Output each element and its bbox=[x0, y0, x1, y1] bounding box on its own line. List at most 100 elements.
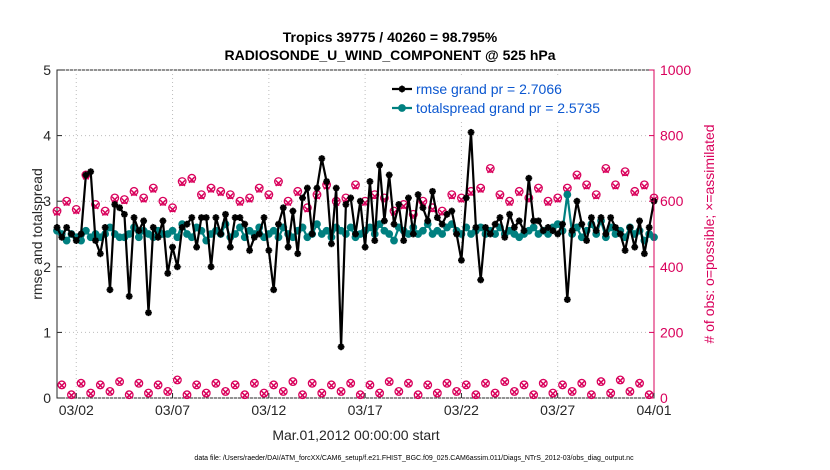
cross-stroke bbox=[299, 392, 306, 399]
asterisk-stroke bbox=[617, 230, 624, 238]
data-point bbox=[173, 263, 181, 271]
asterisk-stroke bbox=[492, 221, 499, 228]
cross-stroke bbox=[53, 209, 61, 217]
data-point bbox=[260, 390, 268, 398]
data-point bbox=[390, 236, 398, 245]
open-circle-mark bbox=[57, 380, 67, 390]
cross-stroke bbox=[154, 382, 162, 389]
data-point bbox=[438, 220, 446, 228]
cross-stroke bbox=[198, 192, 205, 200]
data-point bbox=[385, 171, 393, 179]
asterisk-stroke bbox=[381, 217, 388, 224]
data-point bbox=[222, 210, 229, 218]
asterisk-stroke bbox=[477, 276, 484, 284]
data-point bbox=[631, 243, 639, 251]
asterisk-stroke bbox=[150, 224, 157, 231]
data-point bbox=[366, 178, 374, 185]
open-circle-mark bbox=[240, 390, 250, 400]
data-point bbox=[53, 209, 61, 217]
data-point bbox=[145, 390, 152, 398]
cross-stroke bbox=[101, 209, 109, 217]
data-point bbox=[544, 199, 552, 207]
circle-mark bbox=[313, 220, 321, 229]
data-point bbox=[572, 170, 582, 180]
cross-stroke bbox=[289, 378, 297, 386]
cross-stroke bbox=[443, 380, 451, 388]
circle-mark bbox=[81, 226, 90, 235]
cross-stroke bbox=[318, 390, 326, 398]
open-circle-mark bbox=[639, 180, 649, 190]
open-circle-mark bbox=[95, 380, 105, 390]
cross-stroke bbox=[520, 382, 528, 389]
data-point bbox=[163, 386, 173, 396]
cross-stroke bbox=[275, 179, 282, 187]
open-circle-mark bbox=[307, 378, 317, 388]
open-circle-mark bbox=[302, 203, 312, 213]
open-circle-mark bbox=[490, 388, 500, 398]
data-point bbox=[270, 286, 278, 294]
data-point bbox=[573, 173, 581, 180]
asterisk-stroke bbox=[501, 234, 508, 241]
data-point bbox=[332, 184, 340, 192]
data-point bbox=[149, 224, 157, 231]
data-point bbox=[53, 224, 61, 231]
data-point bbox=[206, 183, 216, 193]
open-circle-mark bbox=[644, 390, 654, 400]
data-point bbox=[631, 189, 639, 197]
open-circle-mark bbox=[182, 390, 192, 400]
open-circle-mark bbox=[278, 386, 288, 396]
asterisk-stroke bbox=[530, 217, 537, 224]
asterisk-stroke bbox=[97, 250, 104, 257]
data-point bbox=[202, 214, 210, 221]
data-point bbox=[510, 224, 518, 231]
data-point bbox=[429, 187, 436, 195]
asterisk-stroke bbox=[578, 221, 585, 228]
asterisk-stroke bbox=[415, 191, 422, 198]
data-point bbox=[235, 196, 245, 206]
data-point bbox=[376, 390, 383, 398]
data-point bbox=[448, 192, 456, 200]
open-circle-mark bbox=[408, 209, 418, 219]
data-point bbox=[520, 382, 528, 389]
data-point bbox=[554, 230, 562, 238]
data-point bbox=[486, 230, 494, 238]
asterisk-stroke bbox=[333, 184, 340, 192]
data-point bbox=[453, 230, 461, 238]
data-point bbox=[337, 388, 345, 396]
data-point bbox=[265, 247, 273, 254]
data-point bbox=[158, 196, 168, 206]
cross-stroke bbox=[202, 390, 210, 398]
cross-stroke bbox=[491, 390, 499, 398]
cross-stroke bbox=[515, 189, 523, 197]
data-point bbox=[530, 217, 538, 225]
open-circle-mark bbox=[62, 196, 72, 206]
asterisk-stroke bbox=[106, 286, 114, 293]
open-circle-mark bbox=[413, 390, 423, 400]
data-point bbox=[154, 233, 162, 241]
asterisk-stroke bbox=[299, 194, 306, 202]
data-point bbox=[461, 380, 471, 390]
open-circle-mark bbox=[172, 375, 182, 385]
data-point bbox=[308, 380, 316, 388]
data-point bbox=[288, 377, 298, 387]
data-point bbox=[72, 237, 80, 244]
cross-stroke bbox=[424, 382, 432, 389]
cross-stroke bbox=[87, 390, 95, 398]
data-point bbox=[539, 227, 547, 235]
data-point bbox=[616, 230, 624, 238]
open-circle-mark bbox=[611, 180, 620, 190]
data-point bbox=[592, 227, 600, 235]
data-point bbox=[443, 210, 451, 218]
cross-stroke bbox=[77, 380, 85, 388]
asterisk-stroke bbox=[63, 224, 70, 231]
cross-stroke bbox=[352, 183, 359, 190]
data-point bbox=[202, 390, 210, 398]
asterisk-stroke bbox=[179, 224, 186, 231]
data-point bbox=[265, 192, 273, 200]
data-point bbox=[317, 388, 327, 398]
circle-mark bbox=[385, 230, 394, 238]
asterisk-stroke bbox=[183, 221, 191, 228]
data-point bbox=[318, 390, 326, 398]
open-circle-mark bbox=[163, 386, 173, 396]
cross-stroke bbox=[602, 166, 610, 174]
